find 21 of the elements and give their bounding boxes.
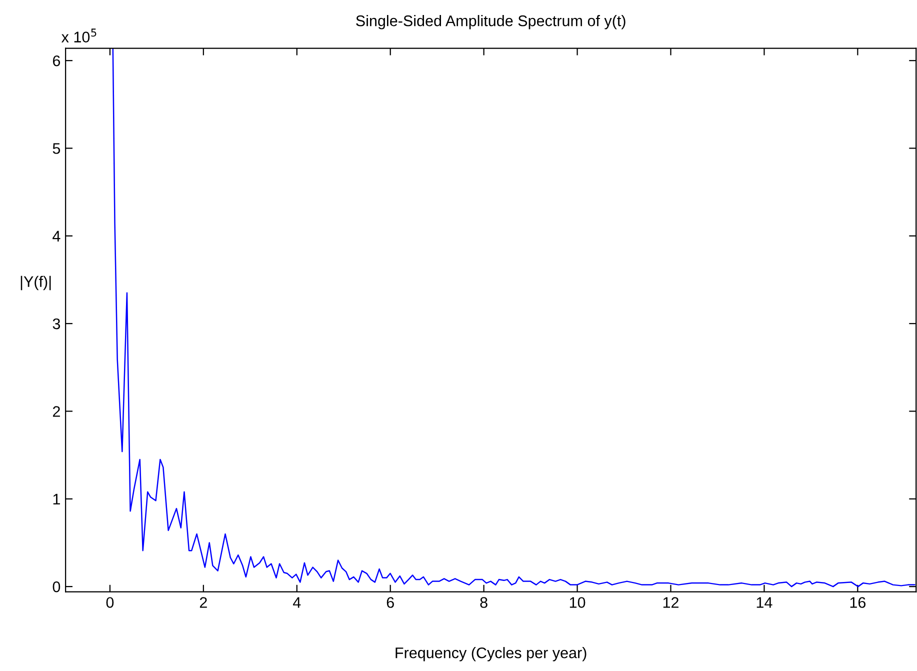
x-tick-label: 12: [663, 597, 678, 608]
text: x 10$^{5}$: [61, 28, 96, 42]
y-axis-title: |Y(f)|: [20, 276, 51, 290]
y-tick-label: 6: [52, 55, 60, 66]
y-tick-label: 0: [52, 581, 60, 592]
x-tick-label: 16: [850, 597, 866, 608]
x-axis-title: Frequency (Cycles per year): [396, 647, 586, 662]
y-tick-label: 2: [52, 406, 60, 417]
y-tick-label: 3: [52, 318, 60, 330]
y-tick-label: 4: [52, 230, 60, 242]
x-tick-label: 8: [480, 597, 488, 608]
x-tick-label: 2: [200, 597, 207, 608]
x-tick-label: 6: [386, 597, 394, 608]
line-series: [112, 48, 916, 588]
chart-title: Single-Sided Amplitude Spectrum of y(t): [356, 15, 626, 30]
x-tick-label: 10: [570, 597, 586, 608]
x-tick-label: 4: [292, 597, 301, 608]
y-tick-label: 5: [52, 143, 60, 154]
x-tick-label: 14: [756, 597, 772, 608]
y-tick-label: 1: [53, 494, 60, 504]
x-tick-label: 0: [106, 597, 114, 608]
